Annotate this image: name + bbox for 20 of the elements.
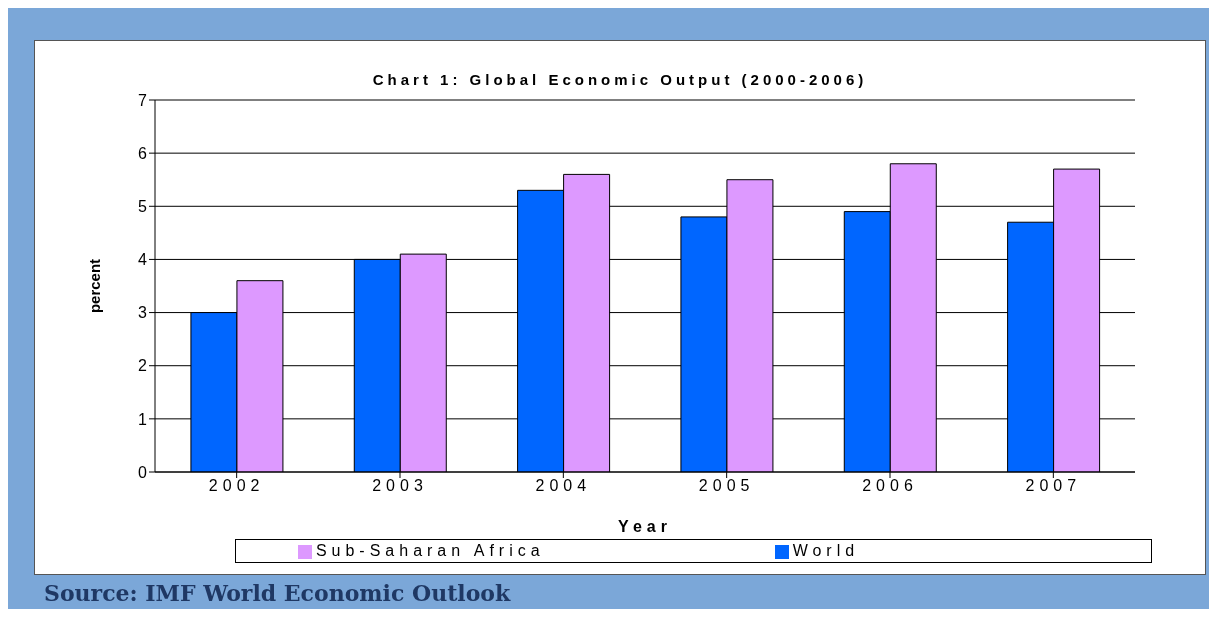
chart-title: Chart 1: Global Economic Output (2000-2006) (371, 71, 869, 88)
legend-label: Sub-Saharan Africa (315, 542, 545, 559)
y-tick-label: 0 (138, 463, 148, 481)
x-tick-label: 2005 (698, 477, 755, 495)
y-tick-label: 5 (138, 197, 148, 215)
x-tick-label: 2007 (1025, 477, 1082, 495)
x-axis-title: Year (618, 518, 672, 535)
legend-label: World (792, 542, 860, 559)
x-tick-label: 2002 (208, 477, 265, 495)
x-tick-label: 2003 (372, 477, 428, 495)
x-tick-label: 2006 (862, 477, 918, 495)
y-tick-label: 4 (138, 251, 148, 269)
y-tick-label: 3 (138, 304, 148, 322)
source-note: Source: IMF World Economic Outlook (44, 580, 511, 606)
y-tick-label: 7 (138, 91, 148, 109)
y-tick-label: 2 (138, 357, 148, 375)
x-tick-label: 2004 (535, 477, 592, 495)
y-tick-label: 6 (138, 144, 148, 162)
y-axis-title: percent (86, 258, 104, 314)
y-tick-label: 1 (138, 410, 148, 428)
